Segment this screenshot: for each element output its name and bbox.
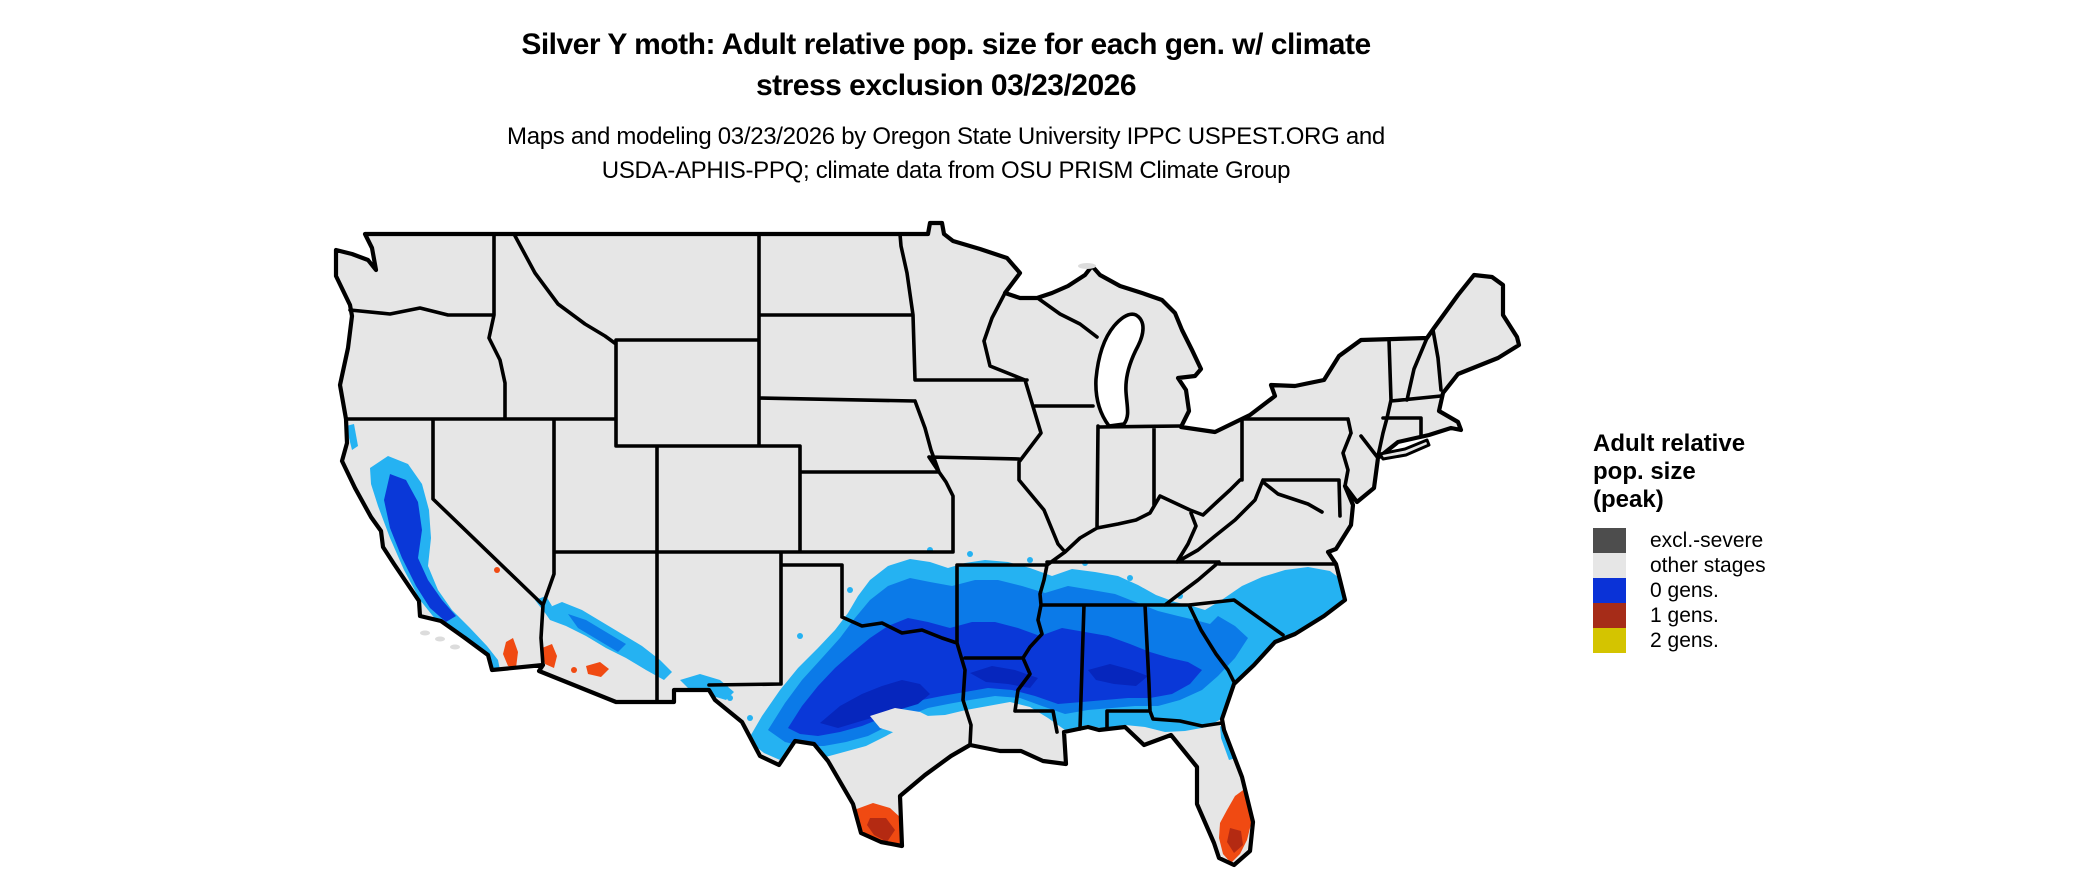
- overlay-south-texas-red-core: [867, 818, 895, 842]
- overlay-california-north-coast: [346, 424, 358, 450]
- title-line-1: Silver Y moth: Adult relative pop. size …: [521, 28, 1371, 61]
- legend-item-1-gens: 1 gens.: [1593, 603, 1893, 628]
- overlay-phoenix-orange: [586, 662, 609, 677]
- state-borders: [344, 232, 1443, 747]
- subtitle-line-1: Maps and modeling 03/23/2026 by Oregon S…: [507, 123, 1385, 150]
- subtitle-line-2: USDA-APHIS-PPQ; climate data from OSU PR…: [601, 157, 1291, 184]
- florida-keys-dots: [1224, 860, 1230, 865]
- overlay-south-florida-orange: [1219, 788, 1252, 863]
- legend-item-excl-severe: excl.-severe: [1593, 528, 1893, 553]
- overlay-louisiana-core-darkest: [970, 666, 1038, 688]
- overlay-california-dark: [384, 474, 456, 622]
- overlay-south-florida-red-core: [1227, 828, 1243, 853]
- small-islands: [420, 263, 1096, 650]
- page-subtitle: Maps and modeling 03/23/2026 by Oregon S…: [346, 120, 1546, 188]
- overlay-imperial-valley-orange: [503, 638, 518, 668]
- lake-michigan: [1094, 312, 1145, 428]
- legend-title-line-3: (peak): [1593, 486, 1664, 513]
- legend-swatch-excl-severe: [1593, 528, 1626, 553]
- us-map: [330, 218, 1530, 885]
- legend: Adult relative pop. size (peak) excl.-se…: [1593, 430, 1893, 653]
- overlay-texas-core-darkest: [820, 680, 930, 728]
- legend-label-2-gens: 2 gens.: [1650, 628, 1719, 652]
- long-island: [1378, 438, 1431, 461]
- legend-swatch-0-gens: [1593, 578, 1626, 603]
- overlay-orange-dot-2: [571, 667, 577, 673]
- legend-swatch-2-gens: [1593, 628, 1626, 653]
- overlay-orange-dot-1: [494, 567, 500, 573]
- legend-item-2-gens: 2 gens.: [1593, 628, 1893, 653]
- legend-label-other-stages: other stages: [1650, 553, 1766, 577]
- legend-title-line-1: Adult relative: [1593, 430, 1746, 457]
- legend-item-0-gens: 0 gens.: [1593, 578, 1893, 603]
- title-line-2: stress exclusion 03/23/2026: [755, 69, 1137, 102]
- overlay-arizona-band-medium: [568, 614, 626, 652]
- legend-title-line-2: pop. size: [1593, 458, 1696, 485]
- legend-label-1-gens: 1 gens.: [1650, 603, 1719, 627]
- pop-size-overlay: [346, 424, 1345, 865]
- legend-label-0-gens: 0 gens.: [1650, 578, 1719, 602]
- overlay-new-mexico-south: [680, 674, 734, 700]
- legend-swatch-other-stages: [1593, 553, 1626, 578]
- legend-label-excl-severe: excl.-severe: [1650, 528, 1764, 552]
- overlay-alabama-core-darkest: [1088, 664, 1148, 686]
- overlay-yuma-orange: [542, 644, 557, 668]
- page-title: Silver Y moth: Adult relative pop. size …: [346, 24, 1546, 106]
- overlay-texas-gray-gap: [870, 708, 936, 735]
- legend-title: Adult relative pop. size (peak): [1593, 430, 1893, 514]
- legend-swatch-1-gens: [1593, 603, 1626, 628]
- legend-item-other-stages: other stages: [1593, 553, 1893, 578]
